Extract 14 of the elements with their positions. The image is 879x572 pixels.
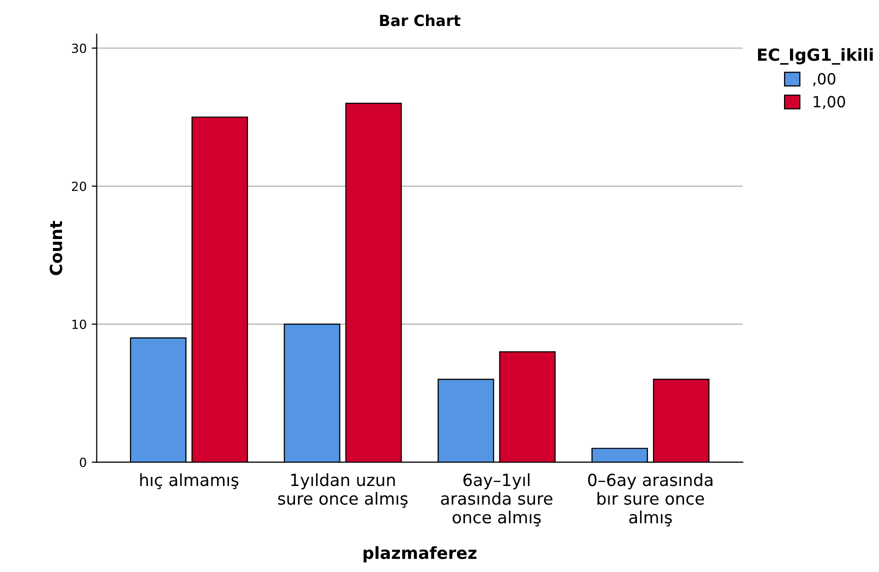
x-tick-label: 6ay–1yıl arasında sure once almış: [441, 473, 552, 526]
x-tick-label: 0–6ay arasında bır sure once almış: [588, 473, 712, 526]
y-axis-title: Count: [50, 220, 62, 276]
legend-label: 1,00: [814, 96, 846, 110]
y-tick-label: 30: [72, 44, 86, 54]
x-tick-label: hıç almamış: [140, 473, 238, 490]
chart-title: Bar Chart: [380, 14, 460, 26]
legend-title: EC_IgG1_ikili: [758, 48, 873, 65]
y-tick-label: 10: [72, 320, 86, 330]
x-tick-label: 1yıldan uzun sure once almış: [278, 473, 408, 508]
x-axis-title: plazmaferez: [364, 546, 476, 562]
y-tick-label: 20: [72, 182, 86, 192]
legend-label: ,00: [813, 73, 836, 86]
y-tick-label: 0: [80, 458, 86, 468]
